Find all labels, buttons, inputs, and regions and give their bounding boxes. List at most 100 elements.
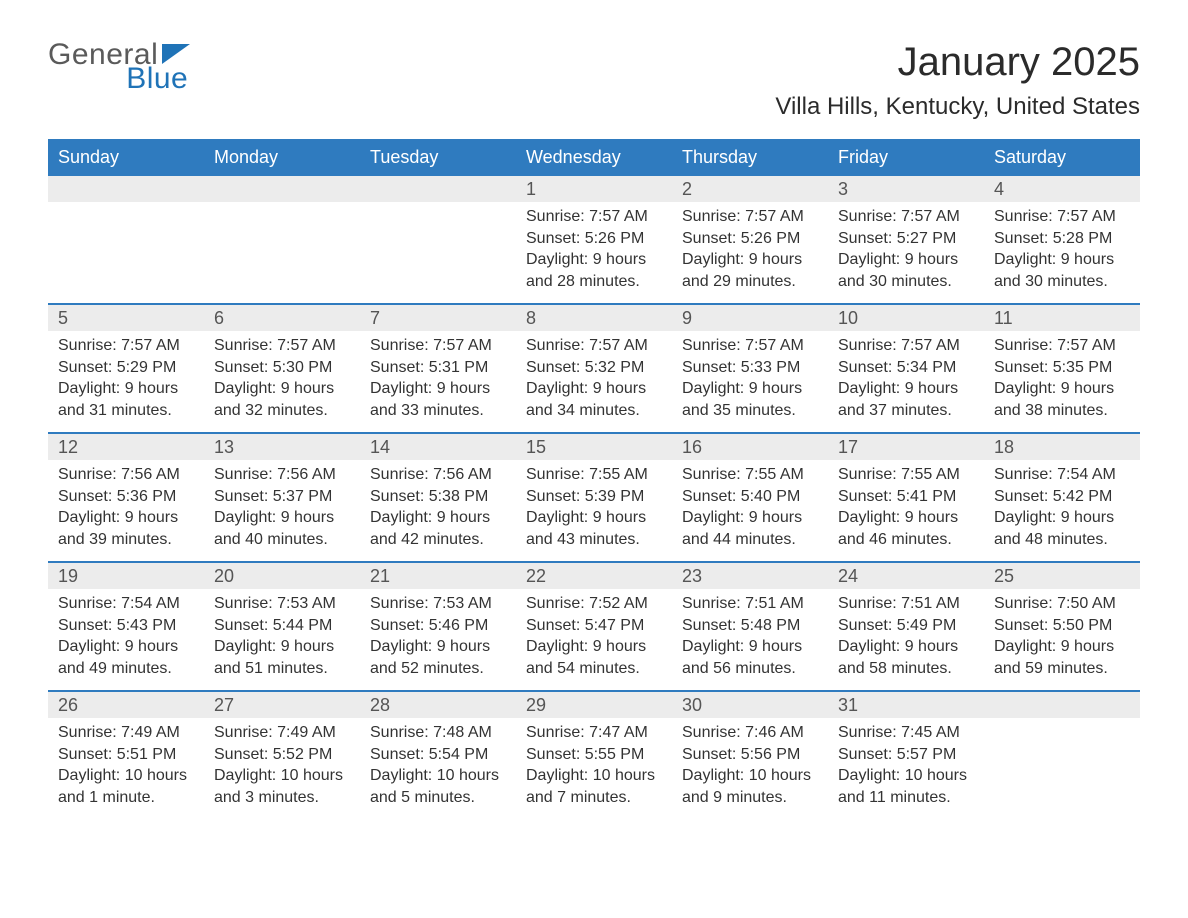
sunset-text: Sunset: 5:30 PM (214, 357, 350, 379)
daylight-text: Daylight: 9 hours and 59 minutes. (994, 636, 1130, 679)
day-number-cell: 5 (48, 305, 204, 331)
day-number-cell: 31 (828, 692, 984, 718)
day-number-cell: 4 (984, 176, 1140, 202)
day-data-cell: Sunrise: 7:51 AMSunset: 5:48 PMDaylight:… (672, 589, 828, 691)
sunrise-text: Sunrise: 7:57 AM (526, 206, 662, 228)
day-number-cell: 16 (672, 434, 828, 460)
day-data-cell: Sunrise: 7:57 AMSunset: 5:27 PMDaylight:… (828, 202, 984, 304)
logo: General Blue (48, 40, 190, 94)
day-number-cell: 3 (828, 176, 984, 202)
day-data-cell: Sunrise: 7:57 AMSunset: 5:32 PMDaylight:… (516, 331, 672, 433)
day-number-cell: 21 (360, 563, 516, 589)
sunset-text: Sunset: 5:54 PM (370, 744, 506, 766)
sunset-text: Sunset: 5:37 PM (214, 486, 350, 508)
sunset-text: Sunset: 5:46 PM (370, 615, 506, 637)
location: Villa Hills, Kentucky, United States (775, 93, 1140, 121)
sunrise-text: Sunrise: 7:56 AM (58, 464, 194, 486)
sunset-text: Sunset: 5:39 PM (526, 486, 662, 508)
day-number-cell: 7 (360, 305, 516, 331)
day-data-cell: Sunrise: 7:46 AMSunset: 5:56 PMDaylight:… (672, 718, 828, 820)
day-number-row: 19202122232425 (48, 563, 1140, 589)
day-number-cell: 20 (204, 563, 360, 589)
daylight-text: Daylight: 9 hours and 35 minutes. (682, 378, 818, 421)
day-number-cell: 29 (516, 692, 672, 718)
day-number-cell: 9 (672, 305, 828, 331)
day-header: Sunday (48, 139, 204, 176)
sunrise-text: Sunrise: 7:57 AM (994, 335, 1130, 357)
sunrise-text: Sunrise: 7:57 AM (682, 335, 818, 357)
day-data-cell: Sunrise: 7:49 AMSunset: 5:52 PMDaylight:… (204, 718, 360, 820)
sunset-text: Sunset: 5:26 PM (526, 228, 662, 250)
page-header: General Blue January 2025 Villa Hills, K… (48, 40, 1140, 135)
day-data-cell: Sunrise: 7:57 AMSunset: 5:26 PMDaylight:… (672, 202, 828, 304)
daylight-text: Daylight: 9 hours and 30 minutes. (838, 249, 974, 292)
sunrise-text: Sunrise: 7:54 AM (58, 593, 194, 615)
day-number-cell: 28 (360, 692, 516, 718)
day-number-cell: 22 (516, 563, 672, 589)
daylight-text: Daylight: 10 hours and 7 minutes. (526, 765, 662, 808)
day-number-cell: 25 (984, 563, 1140, 589)
day-number-cell: 27 (204, 692, 360, 718)
daylight-text: Daylight: 9 hours and 40 minutes. (214, 507, 350, 550)
daylight-text: Daylight: 10 hours and 11 minutes. (838, 765, 974, 808)
daylight-text: Daylight: 9 hours and 43 minutes. (526, 507, 662, 550)
sunrise-text: Sunrise: 7:53 AM (214, 593, 350, 615)
daylight-text: Daylight: 9 hours and 37 minutes. (838, 378, 974, 421)
sunrise-text: Sunrise: 7:48 AM (370, 722, 506, 744)
day-data-cell: Sunrise: 7:55 AMSunset: 5:39 PMDaylight:… (516, 460, 672, 562)
day-data-row: Sunrise: 7:49 AMSunset: 5:51 PMDaylight:… (48, 718, 1140, 820)
daylight-text: Daylight: 10 hours and 9 minutes. (682, 765, 818, 808)
sunrise-text: Sunrise: 7:55 AM (682, 464, 818, 486)
day-number-cell: 8 (516, 305, 672, 331)
sunrise-text: Sunrise: 7:47 AM (526, 722, 662, 744)
day-number-cell (984, 692, 1140, 718)
daylight-text: Daylight: 9 hours and 42 minutes. (370, 507, 506, 550)
day-number-row: 567891011 (48, 305, 1140, 331)
daylight-text: Daylight: 9 hours and 48 minutes. (994, 507, 1130, 550)
day-data-cell: Sunrise: 7:47 AMSunset: 5:55 PMDaylight:… (516, 718, 672, 820)
sunrise-text: Sunrise: 7:51 AM (838, 593, 974, 615)
day-header: Wednesday (516, 139, 672, 176)
day-data-cell: Sunrise: 7:55 AMSunset: 5:40 PMDaylight:… (672, 460, 828, 562)
sunset-text: Sunset: 5:38 PM (370, 486, 506, 508)
daylight-text: Daylight: 9 hours and 49 minutes. (58, 636, 194, 679)
day-number-cell: 17 (828, 434, 984, 460)
day-data-cell: Sunrise: 7:57 AMSunset: 5:31 PMDaylight:… (360, 331, 516, 433)
daylight-text: Daylight: 10 hours and 3 minutes. (214, 765, 350, 808)
daylight-text: Daylight: 9 hours and 44 minutes. (682, 507, 818, 550)
day-number-cell: 26 (48, 692, 204, 718)
logo-flag-icon (162, 44, 190, 64)
sunset-text: Sunset: 5:56 PM (682, 744, 818, 766)
day-number-cell: 19 (48, 563, 204, 589)
day-number-row: 1234 (48, 176, 1140, 202)
daylight-text: Daylight: 9 hours and 51 minutes. (214, 636, 350, 679)
sunrise-text: Sunrise: 7:57 AM (370, 335, 506, 357)
sunset-text: Sunset: 5:35 PM (994, 357, 1130, 379)
sunrise-text: Sunrise: 7:54 AM (994, 464, 1130, 486)
day-data-cell: Sunrise: 7:56 AMSunset: 5:36 PMDaylight:… (48, 460, 204, 562)
sunset-text: Sunset: 5:36 PM (58, 486, 194, 508)
title-block: January 2025 Villa Hills, Kentucky, Unit… (775, 40, 1140, 135)
day-data-row: Sunrise: 7:54 AMSunset: 5:43 PMDaylight:… (48, 589, 1140, 691)
daylight-text: Daylight: 9 hours and 30 minutes. (994, 249, 1130, 292)
sunrise-text: Sunrise: 7:49 AM (58, 722, 194, 744)
day-number-cell (48, 176, 204, 202)
sunset-text: Sunset: 5:26 PM (682, 228, 818, 250)
daylight-text: Daylight: 9 hours and 58 minutes. (838, 636, 974, 679)
sunrise-text: Sunrise: 7:51 AM (682, 593, 818, 615)
sunset-text: Sunset: 5:44 PM (214, 615, 350, 637)
sunrise-text: Sunrise: 7:56 AM (214, 464, 350, 486)
daylight-text: Daylight: 9 hours and 33 minutes. (370, 378, 506, 421)
day-data-cell: Sunrise: 7:57 AMSunset: 5:34 PMDaylight:… (828, 331, 984, 433)
day-data-cell (48, 202, 204, 304)
month-title: January 2025 (775, 40, 1140, 85)
sunrise-text: Sunrise: 7:57 AM (682, 206, 818, 228)
day-number-cell: 12 (48, 434, 204, 460)
day-data-cell: Sunrise: 7:51 AMSunset: 5:49 PMDaylight:… (828, 589, 984, 691)
day-data-cell: Sunrise: 7:54 AMSunset: 5:43 PMDaylight:… (48, 589, 204, 691)
day-data-cell: Sunrise: 7:56 AMSunset: 5:37 PMDaylight:… (204, 460, 360, 562)
day-header: Saturday (984, 139, 1140, 176)
day-data-cell: Sunrise: 7:57 AMSunset: 5:26 PMDaylight:… (516, 202, 672, 304)
day-header: Monday (204, 139, 360, 176)
daylight-text: Daylight: 10 hours and 1 minute. (58, 765, 194, 808)
